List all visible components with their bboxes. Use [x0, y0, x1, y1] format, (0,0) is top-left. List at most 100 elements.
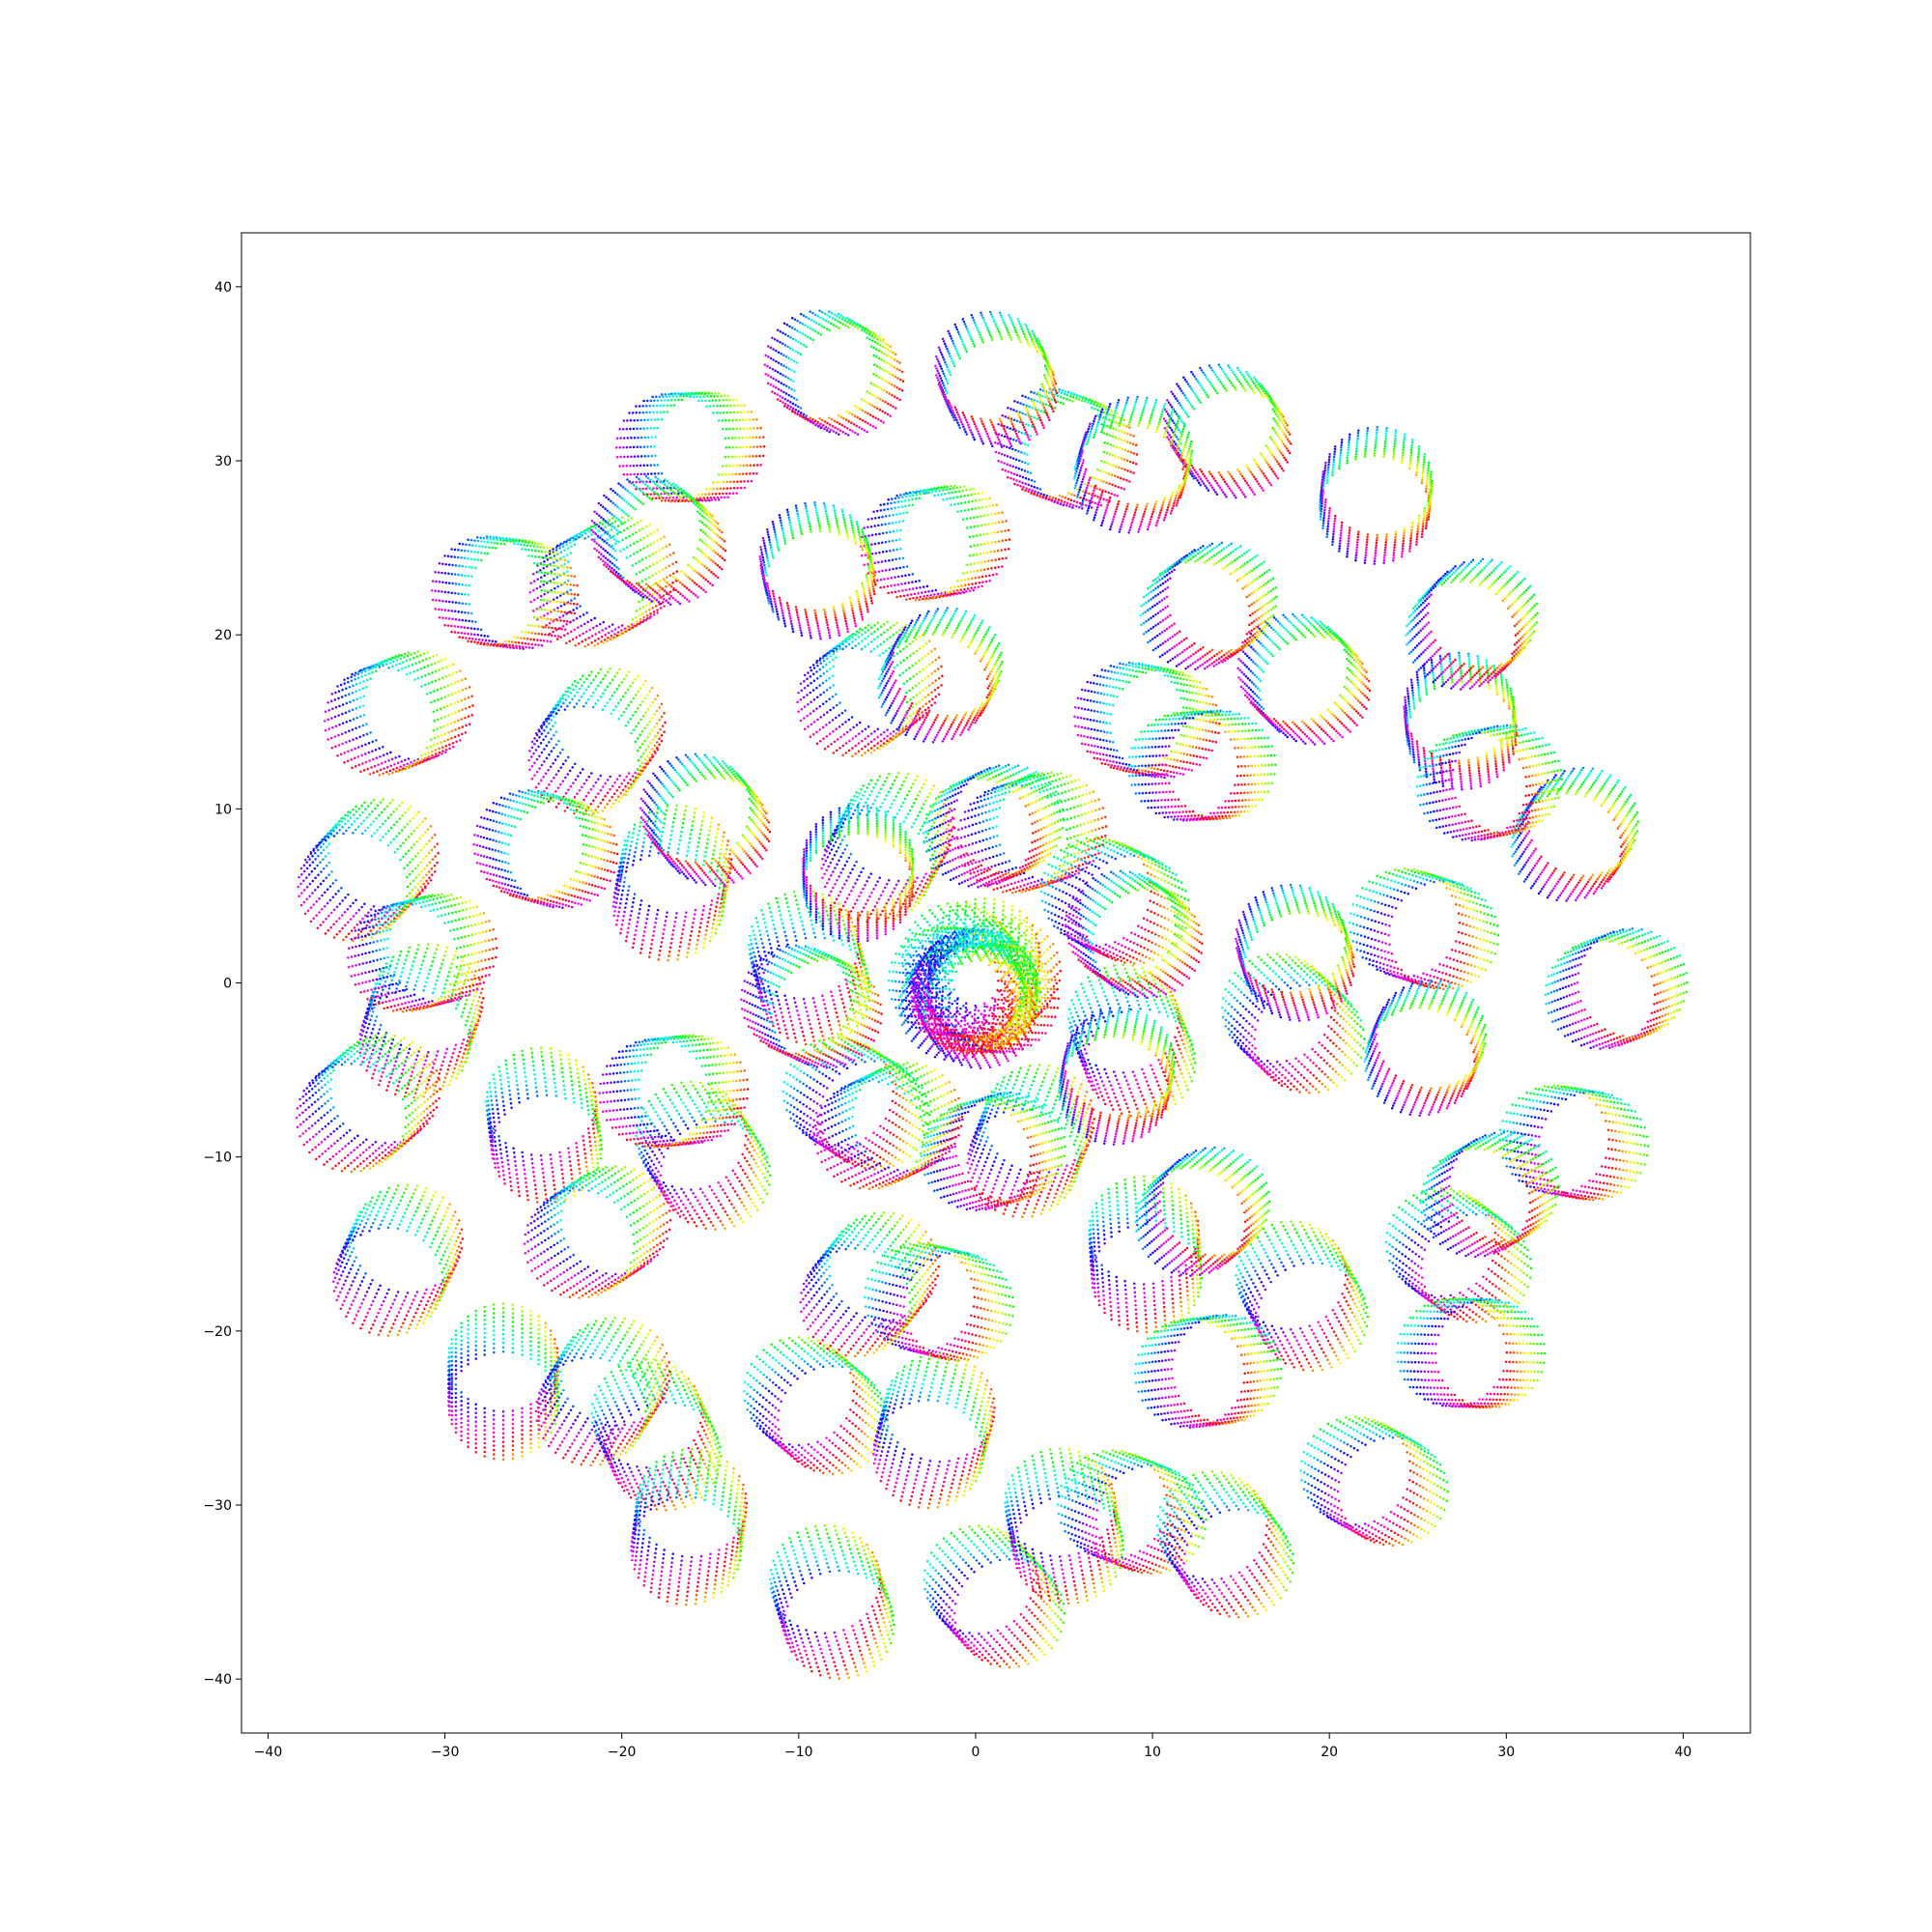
- scatter-point: [1571, 1003, 1574, 1006]
- scatter-point: [1513, 853, 1516, 856]
- scatter-point: [1125, 664, 1128, 667]
- scatter-point: [1096, 711, 1099, 714]
- scatter-point: [1330, 637, 1333, 639]
- scatter-point: [1083, 718, 1086, 721]
- scatter-point: [1501, 1120, 1504, 1122]
- scatter-point: [1358, 1300, 1361, 1303]
- scatter-point: [1138, 771, 1141, 774]
- scatter-point: [1075, 1152, 1078, 1155]
- scatter-point: [1614, 1044, 1617, 1047]
- scatter-point: [1019, 1067, 1022, 1070]
- scatter-point: [1592, 1033, 1595, 1036]
- scatter-point: [1587, 1026, 1590, 1029]
- scatter-point: [1254, 693, 1257, 696]
- scatter-point: [1085, 793, 1088, 796]
- scatter-point: [996, 801, 999, 804]
- scatter-point: [1629, 933, 1632, 936]
- scatter-point: [1334, 633, 1337, 636]
- scatter-point: [1073, 1076, 1076, 1079]
- scatter-point: [1622, 931, 1625, 934]
- scatter-point: [1187, 1312, 1190, 1315]
- scatter-point: [993, 1160, 996, 1163]
- scatter-point: [1263, 670, 1265, 673]
- scatter-point: [1162, 1196, 1165, 1199]
- scatter-point: [1638, 943, 1641, 946]
- scatter-point: [1438, 1213, 1441, 1216]
- scatter-point: [1406, 1246, 1408, 1249]
- scatter-point: [1195, 747, 1198, 750]
- scatter-point: [1507, 695, 1510, 697]
- scatter-point: [1144, 1305, 1147, 1308]
- scatter-point: [1527, 1115, 1530, 1118]
- scatter-point: [1070, 1167, 1073, 1170]
- scatter-point: [1547, 795, 1549, 798]
- scatter-point: [1404, 718, 1406, 721]
- scatter-point: [1548, 793, 1550, 796]
- scatter-point: [1331, 713, 1334, 716]
- scatter-point: [1093, 700, 1095, 703]
- scatter-point: [1268, 1238, 1271, 1241]
- scatter-point: [1282, 1358, 1285, 1361]
- scatter-point: [970, 1153, 973, 1156]
- scatter-point: [1301, 1225, 1304, 1228]
- scatter-point: [1079, 1087, 1082, 1090]
- scatter-point: [1348, 1269, 1350, 1272]
- scatter-point: [1615, 1139, 1618, 1142]
- scatter-point: [1266, 1235, 1269, 1237]
- scatter-point: [1353, 685, 1356, 688]
- scatter-point: [1453, 1190, 1456, 1193]
- scatter-point: [1584, 885, 1587, 888]
- scatter-point: [1258, 1277, 1261, 1280]
- scatter-point: [1343, 724, 1346, 727]
- scatter-point: [1116, 678, 1119, 681]
- scatter-point: [1170, 758, 1173, 761]
- scatter-point: [1604, 876, 1606, 879]
- scatter-point: [1086, 718, 1089, 721]
- scatter-point: [1538, 875, 1541, 878]
- scatter-point: [1091, 1246, 1094, 1249]
- scatter-point: [1670, 1017, 1673, 1020]
- scatter-point: [1013, 882, 1016, 885]
- scatter-point: [1461, 783, 1463, 786]
- scatter-point: [1572, 1090, 1575, 1093]
- scatter-point: [1420, 1223, 1423, 1226]
- scatter-point: [1608, 1190, 1611, 1193]
- scatter-point: [1493, 1219, 1496, 1222]
- scatter-point: [1176, 743, 1179, 746]
- scatter-point: [1446, 1192, 1449, 1195]
- scatter-point: [1323, 1332, 1326, 1335]
- scatter-point: [1469, 782, 1472, 785]
- scatter-point: [991, 1191, 994, 1194]
- scatter-point: [1622, 1169, 1625, 1172]
- scatter-point: [1172, 672, 1175, 675]
- scatter-point: [1550, 1110, 1553, 1113]
- scatter-point: [1599, 1181, 1602, 1184]
- scatter-point: [1021, 1191, 1024, 1194]
- scatter-point: [1621, 942, 1624, 945]
- scatter-point: [1548, 895, 1550, 897]
- scatter-point: [1459, 1316, 1462, 1319]
- scatter-point: [1122, 688, 1124, 691]
- scatter-point: [1599, 1047, 1602, 1050]
- scatter-point: [1398, 1266, 1401, 1269]
- scatter-point: [1091, 1272, 1094, 1275]
- scatter-point: [1656, 953, 1659, 956]
- scatter-point: [1243, 664, 1246, 667]
- scatter-point: [1513, 1287, 1516, 1290]
- scatter-point: [1077, 1167, 1080, 1170]
- scatter-point: [1125, 1306, 1128, 1309]
- scatter-point: [1005, 925, 1008, 928]
- scatter-point: [1187, 1307, 1190, 1310]
- scatter-point: [1593, 781, 1596, 784]
- scatter-point: [1250, 646, 1253, 649]
- scatter-point: [1074, 780, 1077, 782]
- scatter-point: [1619, 837, 1622, 839]
- scatter-points: [296, 309, 1689, 1679]
- scatter-point: [1276, 633, 1279, 636]
- scatter-point: [996, 1083, 999, 1086]
- scatter-point: [1666, 1023, 1669, 1026]
- scatter-point: [1500, 1255, 1503, 1258]
- scatter-point: [1428, 1195, 1431, 1198]
- scatter-point: [1449, 764, 1452, 767]
- scatter-point: [1367, 687, 1370, 690]
